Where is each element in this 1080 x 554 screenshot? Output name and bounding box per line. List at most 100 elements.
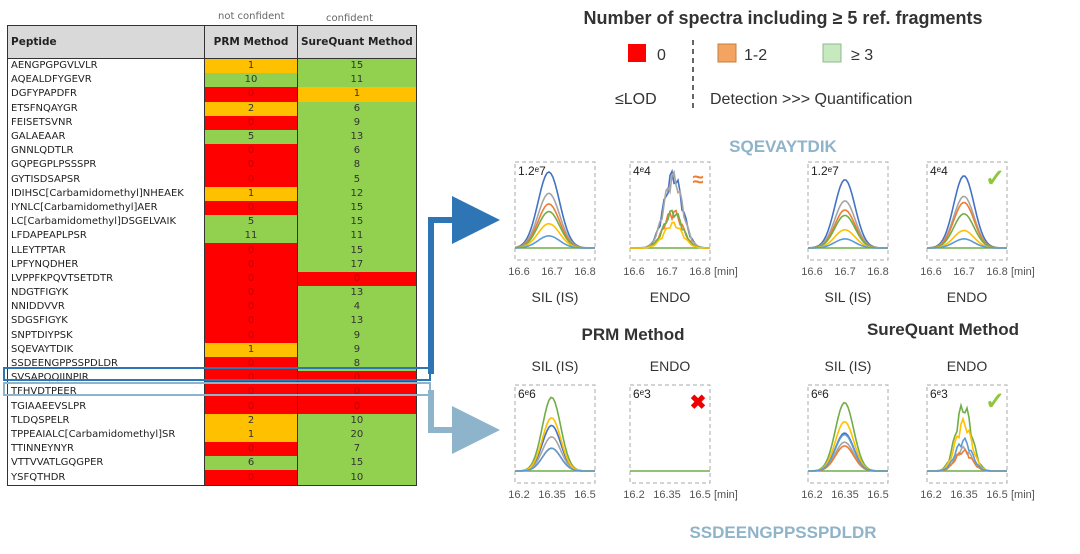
cell-prm: 0: [204, 87, 298, 102]
cell-sq: 0: [297, 371, 417, 386]
trace: [927, 445, 1007, 472]
panel-frame: [926, 384, 1008, 484]
intensity-scale: 6ᵉ3: [633, 387, 651, 401]
trace: [808, 200, 888, 249]
intensity-scale: 6ᵉ6: [518, 387, 536, 401]
cell-prm: 1: [204, 427, 298, 443]
endo-label: ENDO: [947, 289, 988, 305]
cell-peptide: AQEALDFYGEVR: [7, 73, 205, 88]
cell-prm: 2: [204, 413, 298, 428]
panel-frame: [807, 384, 889, 484]
cell-sq: 10: [297, 413, 417, 428]
sil-label: SIL (IS): [532, 358, 579, 374]
table-row: TLDQSPELR 2 10: [7, 413, 417, 428]
prm-group-label: not confident: [218, 11, 285, 22]
arrow-ssdeengppsspdldr: [428, 390, 500, 454]
tick-label: 16.6: [920, 266, 941, 278]
table-row: VTTVVATLGQGPER 6 15: [7, 456, 417, 471]
cell-peptide: GYTISDSAPSR: [7, 172, 205, 187]
tick-label: 16.8: [867, 266, 888, 278]
table-row: IYNLC[Carbamidomethyl]AER 0 15: [7, 200, 417, 216]
trace: [514, 210, 595, 249]
highlight-ssdeengppsspdldr: [3, 382, 431, 396]
sil-label: SIL (IS): [825, 289, 872, 305]
cell-prm: 0: [204, 399, 298, 414]
sil-label: SIL (IS): [532, 289, 579, 305]
trace: [808, 420, 888, 472]
endo-label: ENDO: [650, 289, 691, 305]
panel-frame: [807, 161, 889, 261]
trace: [630, 209, 710, 249]
cell-prm: 0: [204, 158, 298, 173]
table-row: DGFYPAPDFR 0 1: [7, 87, 417, 102]
chromatogram-top-prm-sil: 1.2ᵉ7 16.6 16.7 16.8 SIL (IS): [508, 161, 596, 305]
cell-peptide: IDIHSC[Carbamidomethyl]NHEAEK: [7, 186, 205, 201]
cell-sq: 15: [297, 456, 417, 471]
cell-prm: 5: [204, 215, 298, 230]
table-row: LC[Carbamidomethyl]DSGELVAIK 5 15: [7, 215, 417, 230]
cell-sq: 13: [297, 286, 417, 301]
arrow-sqevaytdik: [428, 196, 500, 374]
cell-prm: 1: [204, 186, 298, 201]
chromatogram-top-sq-endo: 4ᵉ4 ✓ 16.6 16.7 16.8 [min] ENDO: [920, 161, 1035, 305]
cell-prm: 0: [204, 314, 298, 329]
cell-peptide: LC[Carbamidomethyl]DSGELVAIK: [7, 215, 205, 230]
tick-label: 16.7: [953, 266, 974, 278]
tick-label: 16.7: [541, 266, 562, 278]
cell-sq: 11: [297, 73, 417, 88]
trace: [808, 238, 888, 249]
intensity-scale: 1.2ᵉ7: [518, 164, 546, 178]
cell-prm: 1: [204, 58, 298, 74]
chromatogram-bot-prm-sil: 6ᵉ6 16.2 16.35 16.5 SIL (IS): [508, 358, 595, 501]
cell-peptide: LLEYTPTAR: [7, 243, 205, 258]
panel-frame: [629, 384, 711, 484]
trace: [630, 209, 710, 249]
trace: [515, 424, 595, 472]
cell-prm: 0: [204, 286, 298, 301]
cell-prm: 0: [204, 144, 298, 159]
cell-sq: 0: [297, 399, 417, 414]
header-prm: PRM Method: [204, 25, 298, 59]
cell-prm: 0: [204, 328, 298, 343]
cross-icon: ✖: [690, 392, 707, 414]
panel-frame: [629, 161, 711, 261]
cell-peptide: LFDAPEAPLPSR: [7, 229, 205, 244]
panel-frame: [514, 384, 596, 484]
tick-label: 16.35: [831, 489, 859, 501]
intensity-scale: 6ᵉ3: [930, 387, 948, 401]
sq-group-label: confident: [326, 13, 374, 24]
cell-sq: 13: [297, 129, 417, 145]
cell-prm: 10: [204, 73, 298, 88]
cell-sq: 9: [297, 342, 417, 357]
trace: [514, 203, 595, 249]
trace: [808, 441, 888, 472]
table-row: SVSAPQQIINPIR 0 0: [7, 371, 417, 386]
cell-peptide: TPPEAIALC[Carbamidomethyl]SR: [7, 427, 205, 443]
chromatogram-bot-sq-sil: 6ᵉ6 16.2 16.35 16.5 SIL (IS): [801, 358, 888, 501]
cell-sq: 10: [297, 470, 417, 486]
cell-peptide: TTINNEYNYR: [7, 442, 205, 457]
table-row: GALAEAAR 5 13: [7, 129, 417, 145]
cell-peptide: SNPTDIYPSK: [7, 328, 205, 343]
table-row: LPFYNQDHER 0 17: [7, 257, 417, 272]
detection-label: Detection >>> Quantification: [710, 91, 912, 108]
legend-label-0: 0: [657, 47, 666, 64]
cell-sq: 5: [297, 172, 417, 187]
table-row: GQPEGPLPSSSPR 0 8: [7, 158, 417, 173]
cell-prm: 0: [204, 115, 298, 130]
tick-label: 16.7: [656, 266, 677, 278]
prm-method-title: PRM Method: [582, 325, 685, 344]
tick-label: 16.6: [801, 266, 822, 278]
cell-prm: 0: [204, 271, 298, 286]
chromatogram-top-sq-sil: 1.2ᵉ7 16.6 16.7 16.8 SIL (IS): [801, 161, 889, 305]
tick-label: 16.2: [920, 489, 941, 501]
tick-label: 16.8: [689, 266, 710, 278]
cell-prm: 6: [204, 456, 298, 471]
legend-title: Number of spectra including ≥ 5 ref. fra…: [584, 8, 983, 28]
cell-peptide: AENGPGPGVLVLR: [7, 58, 205, 74]
intensity-scale: 1.2ᵉ7: [811, 164, 839, 178]
approx-icon: ≈: [693, 169, 704, 191]
table-row: LLEYTPTAR 0 15: [7, 243, 417, 258]
cell-peptide: LPFYNQDHER: [7, 257, 205, 272]
